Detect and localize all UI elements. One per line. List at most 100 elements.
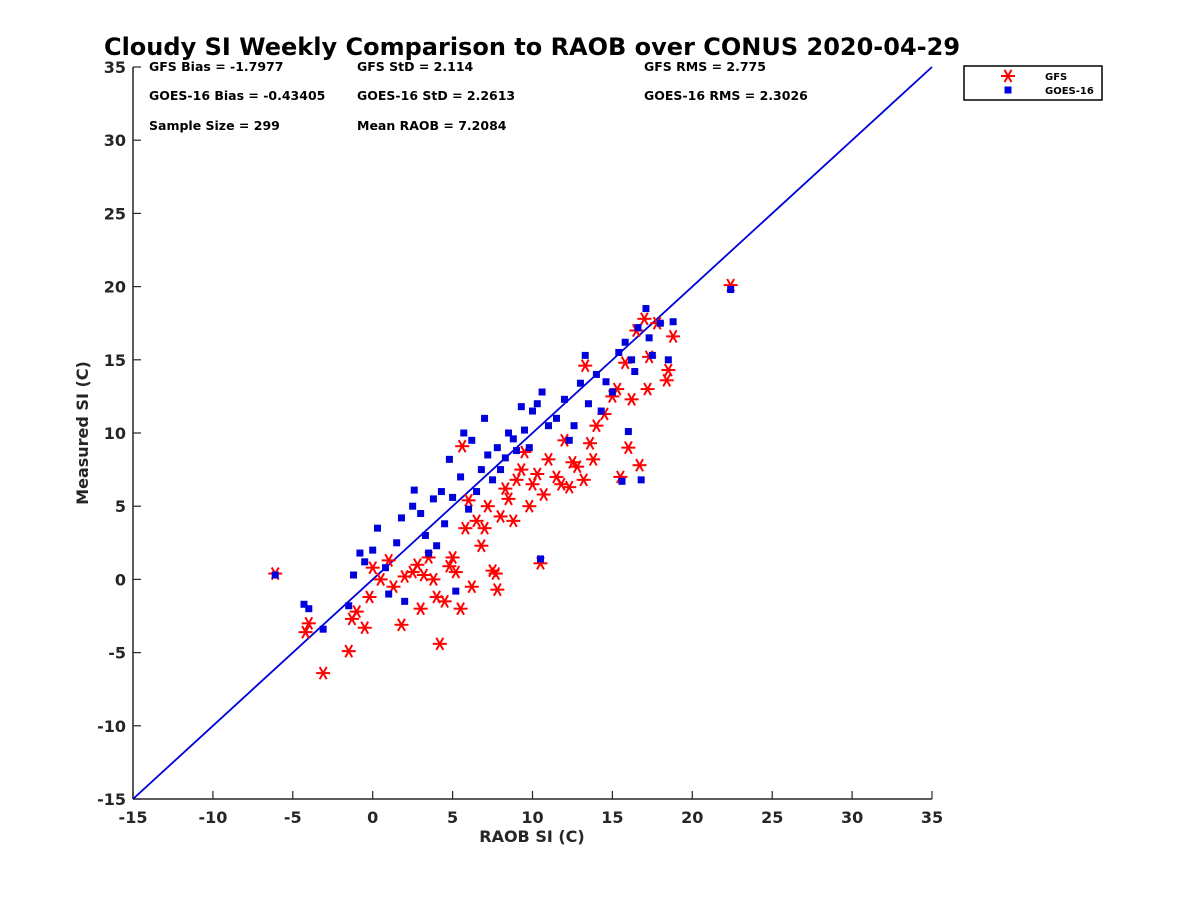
gfs-point	[501, 492, 516, 506]
stat-text: GOES-16 Bias = -0.43405	[149, 88, 325, 103]
x-tick-label: 15	[601, 808, 623, 827]
gfs-point	[562, 480, 577, 494]
goes16-point	[385, 590, 393, 598]
y-tick-label: 5	[115, 497, 126, 516]
y-tick-label: 15	[104, 351, 126, 370]
goes16-point	[597, 407, 605, 415]
gfs-point	[458, 521, 473, 535]
goes16-point	[319, 625, 327, 633]
x-tick-label: 25	[761, 808, 783, 827]
goes16-point	[350, 571, 358, 579]
gfs-point	[488, 566, 503, 581]
goes16-point	[345, 602, 353, 610]
x-tick-label: -15	[119, 808, 148, 827]
gfs-point	[410, 558, 425, 572]
goes16-point	[565, 436, 573, 444]
goes16-point	[481, 414, 489, 422]
y-tick-label: 10	[104, 424, 126, 443]
gfs-point	[373, 572, 388, 586]
gfs-point	[301, 616, 316, 630]
x-tick-label: 35	[921, 808, 943, 827]
gfs-point	[549, 470, 564, 484]
gfs-point	[365, 561, 380, 575]
goes16-point	[615, 348, 623, 356]
gfs-point	[461, 493, 476, 507]
goes16-point	[533, 400, 541, 408]
goes16-point	[621, 338, 629, 346]
y-tick-label: -5	[108, 644, 126, 663]
gfs-point	[541, 452, 556, 466]
gfs-point	[455, 439, 470, 453]
gfs-point	[344, 612, 359, 626]
goes16-point	[417, 510, 425, 518]
goes16-point	[468, 436, 476, 444]
goes16-point	[449, 493, 457, 501]
stats-annotations: GFS Bias = -1.7977 GFS StD = 2.114 GFS RMS…	[149, 59, 808, 133]
gfs-point	[474, 539, 489, 553]
goes16-point	[509, 435, 517, 443]
goes16-point	[460, 429, 468, 437]
goes16-point	[637, 476, 645, 484]
gfs-point	[464, 580, 479, 594]
goes16-point	[477, 466, 485, 474]
goes16-point	[592, 370, 600, 378]
x-tick-label: 20	[681, 808, 703, 827]
gfs-point	[661, 363, 676, 377]
x-tick-label: -5	[284, 808, 302, 827]
gfs-point	[576, 473, 591, 487]
gfs-point	[637, 312, 652, 326]
goes16-point	[624, 428, 632, 436]
goes16-point	[560, 395, 568, 403]
gfs-point	[509, 473, 524, 487]
stat-text: GOES-16 StD = 2.2613	[357, 88, 515, 103]
goes16-point	[521, 426, 529, 434]
gfs-point	[530, 467, 545, 481]
goes16-point	[373, 524, 381, 532]
gfs-point	[432, 637, 447, 651]
goes16-point	[393, 539, 401, 547]
series-goes-16	[271, 286, 735, 633]
data-points	[268, 278, 738, 680]
legend-marker-gfs	[1001, 69, 1015, 83]
goes16-point	[369, 546, 377, 554]
gfs-point	[477, 521, 492, 535]
goes16-point	[489, 476, 497, 484]
gfs-point	[416, 568, 431, 582]
goes16-point	[544, 422, 552, 430]
gfs-point	[426, 572, 441, 586]
goes16-point	[552, 414, 560, 422]
gfs-point	[536, 487, 551, 502]
goes16-point	[513, 447, 521, 455]
goes16-point	[664, 356, 672, 364]
gfs-point	[469, 514, 484, 528]
goes16-point	[409, 502, 417, 510]
legend-label: GOES-16	[1045, 86, 1094, 97]
gfs-point	[448, 565, 463, 579]
goes16-point	[529, 407, 536, 415]
stat-text: GFS Bias = -1.7977	[149, 59, 283, 74]
gfs-point	[666, 329, 681, 343]
goes16-point	[642, 305, 650, 313]
gfs-point	[298, 625, 313, 639]
gfs-point	[578, 359, 593, 373]
y-tick-label: -10	[97, 717, 126, 736]
legend-label: GFS	[1045, 72, 1067, 83]
gfs-point	[394, 618, 409, 632]
goes16-point	[645, 334, 653, 342]
goes16-point	[581, 351, 589, 359]
goes16-point	[425, 549, 433, 557]
gfs-point	[522, 499, 537, 513]
y-tick-label: 20	[104, 278, 126, 297]
gfs-point	[413, 602, 428, 616]
gfs-point	[621, 441, 636, 455]
goes16-point	[648, 351, 656, 359]
stat-text: GOES-16 RMS = 2.3026	[644, 88, 808, 103]
stat-text: GFS StD = 2.114	[357, 59, 474, 74]
gfs-point	[586, 452, 601, 466]
gfs-point	[624, 392, 639, 406]
goes16-point	[631, 368, 639, 376]
goes16-point	[493, 444, 501, 452]
goes16-point	[727, 286, 735, 294]
gfs-point	[659, 373, 674, 387]
y-tick-label: 0	[115, 570, 126, 589]
